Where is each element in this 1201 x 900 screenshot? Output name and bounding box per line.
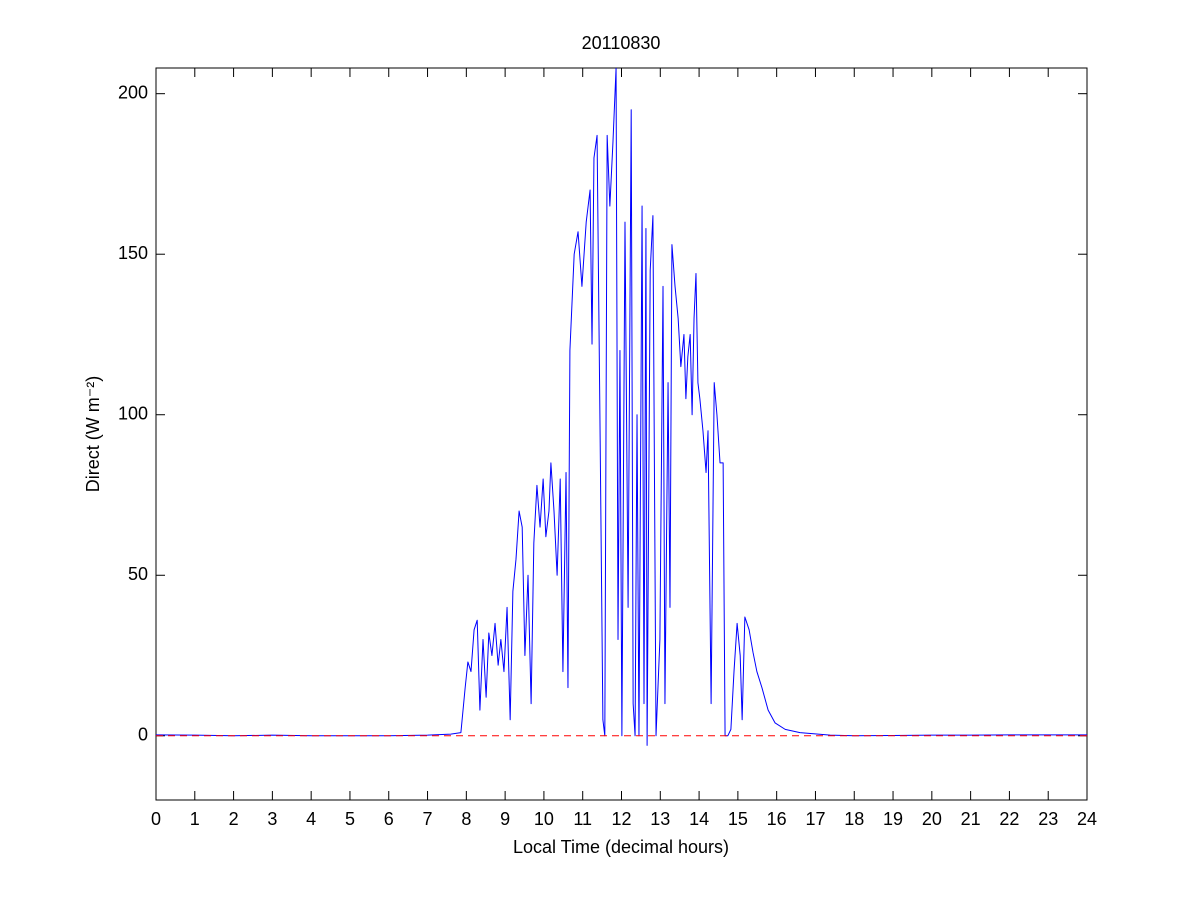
y-tick-label: 0 [138,725,148,745]
y-tick-label: 50 [128,564,148,584]
x-tick-label: 2 [229,809,239,829]
x-tick-label: 3 [267,809,277,829]
x-axis-label: Local Time (decimal hours) [513,837,729,857]
x-tick-label: 9 [500,809,510,829]
data-line [156,68,1087,746]
x-tick-label: 11 [573,809,592,829]
x-tick-label: 17 [805,809,825,829]
x-tick-label: 23 [1038,809,1058,829]
x-tick-label: 8 [461,809,471,829]
x-tick-label: 10 [534,809,554,829]
y-tick-label: 200 [118,82,148,102]
x-tick-label: 7 [423,809,433,829]
y-tick-label: 150 [118,243,148,263]
x-tick-label: 13 [650,809,670,829]
x-tick-label: 4 [306,809,316,829]
x-tick-label: 14 [689,809,709,829]
y-tick-label: 100 [118,403,148,423]
x-tick-label: 22 [999,809,1019,829]
x-tick-label: 15 [728,809,748,829]
x-tick-label: 16 [767,809,787,829]
x-tick-label: 19 [883,809,903,829]
x-tick-label: 24 [1077,809,1097,829]
x-tick-label: 0 [151,809,161,829]
x-tick-label: 6 [384,809,394,829]
chart-title: 20110830 [582,33,661,53]
x-tick-label: 12 [611,809,631,829]
x-tick-label: 20 [922,809,942,829]
x-tick-label: 1 [190,809,200,829]
x-tick-label: 5 [345,809,355,829]
y-axis-label: Direct (W m⁻²) [83,376,103,492]
x-tick-label: 18 [844,809,864,829]
x-tick-label: 21 [961,809,981,829]
